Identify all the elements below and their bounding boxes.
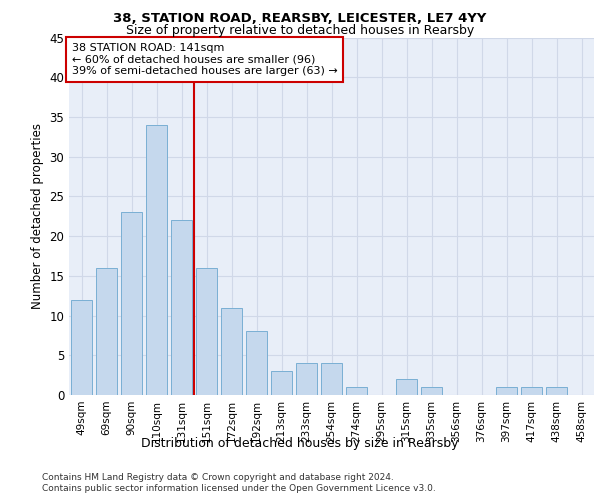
Bar — [546, 387, 567, 395]
Bar — [96, 268, 117, 395]
Text: 38 STATION ROAD: 141sqm
← 60% of detached houses are smaller (96)
39% of semi-de: 38 STATION ROAD: 141sqm ← 60% of detache… — [71, 43, 337, 76]
Bar — [296, 363, 317, 395]
Bar — [221, 308, 242, 395]
Bar — [121, 212, 142, 395]
Bar — [246, 332, 267, 395]
Text: Distribution of detached houses by size in Rearsby: Distribution of detached houses by size … — [141, 438, 459, 450]
Bar — [321, 363, 342, 395]
Bar — [146, 125, 167, 395]
Bar — [196, 268, 217, 395]
Bar — [71, 300, 92, 395]
Bar — [271, 371, 292, 395]
Text: Contains HM Land Registry data © Crown copyright and database right 2024.: Contains HM Land Registry data © Crown c… — [42, 472, 394, 482]
Bar — [496, 387, 517, 395]
Bar — [171, 220, 192, 395]
Bar — [396, 379, 417, 395]
Y-axis label: Number of detached properties: Number of detached properties — [31, 123, 44, 309]
Text: Contains public sector information licensed under the Open Government Licence v3: Contains public sector information licen… — [42, 484, 436, 493]
Text: Size of property relative to detached houses in Rearsby: Size of property relative to detached ho… — [126, 24, 474, 37]
Bar — [521, 387, 542, 395]
Bar — [346, 387, 367, 395]
Bar — [421, 387, 442, 395]
Text: 38, STATION ROAD, REARSBY, LEICESTER, LE7 4YY: 38, STATION ROAD, REARSBY, LEICESTER, LE… — [113, 12, 487, 26]
